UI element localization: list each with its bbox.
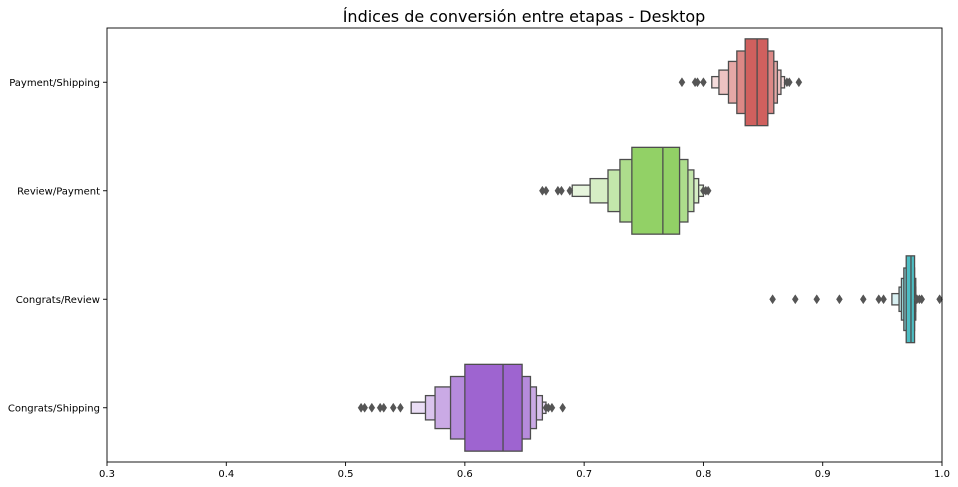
outlier-point-congrats-review-3	[813, 294, 821, 305]
x-tick-label-6: 0.8	[695, 469, 711, 480]
box-level-congrats-shipping-1	[464, 363, 523, 452]
chart-title: Índices de conversión entre etapas - Des…	[343, 7, 706, 26]
outlier-point-congrats-review-10	[918, 294, 926, 305]
outlier-point-congrats-shipping-10	[548, 402, 556, 413]
x-tick-label-5: 0.7	[576, 469, 592, 480]
outlier-point-congrats-shipping-3	[368, 402, 376, 413]
outlier-point-payment-shipping-4	[700, 77, 707, 88]
x-tick-label-7: 0.9	[815, 469, 831, 480]
x-tick-label-2: 0.4	[218, 469, 234, 480]
outlier-point-payment-shipping-3	[694, 77, 701, 88]
outlier-point-congrats-shipping-2	[361, 402, 368, 413]
axes: 0.3 0.4 0.5 0.6 0.7 0.8 0.9 1.0 Payment/Shipping…	[8, 27, 950, 480]
x-tick-label-8: 1.0	[934, 469, 950, 480]
outlier-point-congrats-review-4	[836, 294, 843, 305]
outlier-point-congrats-shipping-11	[559, 402, 566, 413]
box-level-review-payment-1	[631, 146, 681, 235]
outlier-point-payment-shipping-7	[795, 77, 803, 88]
x-tick-label-1: 0.3	[99, 469, 115, 480]
outlier-point-congrats-shipping-6	[389, 402, 397, 413]
outlier-point-payment-shipping-6	[786, 77, 793, 88]
outlier-point-payment-shipping-1	[678, 77, 686, 88]
outlier-point-congrats-review-2	[791, 294, 799, 305]
outlier-point-review-payment-8	[704, 185, 712, 196]
outlier-point-congrats-review-5	[859, 294, 867, 305]
plot-frame	[106, 27, 943, 463]
plot-area	[357, 38, 943, 452]
x-tick-label-4: 0.6	[457, 469, 473, 480]
y-tick-label-3: Congrats/Review	[16, 295, 100, 306]
outlier-point-review-payment-5	[566, 185, 574, 196]
outlier-point-review-payment-4	[558, 185, 565, 196]
y-tick-label-2: Review/Payment	[17, 186, 100, 197]
outlier-point-congrats-review-6	[875, 294, 883, 305]
outlier-point-congrats-review-1	[769, 294, 776, 305]
y-tick-label-4: Congrats/Shipping	[8, 403, 100, 414]
y-tick-label-1: Payment/Shipping	[9, 78, 100, 89]
outlier-point-review-payment-2	[542, 185, 550, 196]
outlier-point-congrats-shipping-7	[397, 402, 404, 413]
outlier-point-congrats-review-7	[880, 294, 887, 305]
x-tick-label-3: 0.5	[338, 469, 354, 480]
outlier-point-congrats-shipping-5	[380, 402, 388, 413]
